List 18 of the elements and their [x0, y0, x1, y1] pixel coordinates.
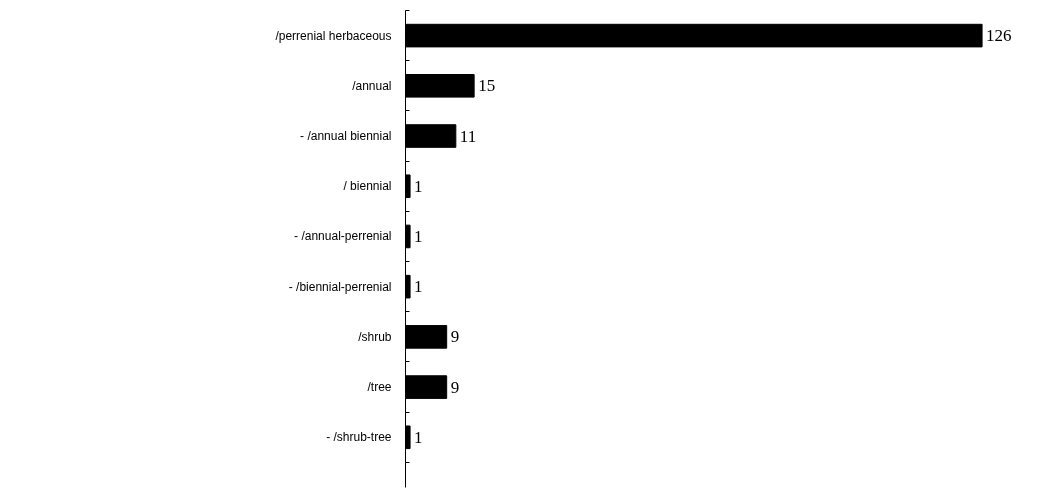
y-tick-label: /perrenial herbaceous [275, 28, 392, 43]
y-tick-label: / biennial [343, 179, 392, 194]
data-label: 11 [459, 126, 477, 146]
data-label: 126 [986, 26, 1012, 46]
y-tick-label: /annual [352, 78, 392, 93]
y-tick-label: /shrub [358, 329, 392, 344]
y-tick-label: - /shrub-tree [326, 430, 392, 445]
data-label: 1 [414, 427, 423, 447]
data-label: 1 [414, 226, 423, 246]
data-label: 9 [450, 377, 460, 397]
y-tick-label: - /annual-perrenial [294, 229, 392, 244]
data-label: 9 [450, 327, 460, 347]
y-tick-label: - /annual biennial [300, 129, 392, 144]
y-tick-label: /tree [367, 380, 392, 395]
data-label: 15 [478, 76, 496, 96]
data-label: 1 [414, 176, 423, 196]
y-tick-label: - /biennial-perrenial [288, 279, 392, 294]
data-label: 1 [414, 277, 423, 297]
